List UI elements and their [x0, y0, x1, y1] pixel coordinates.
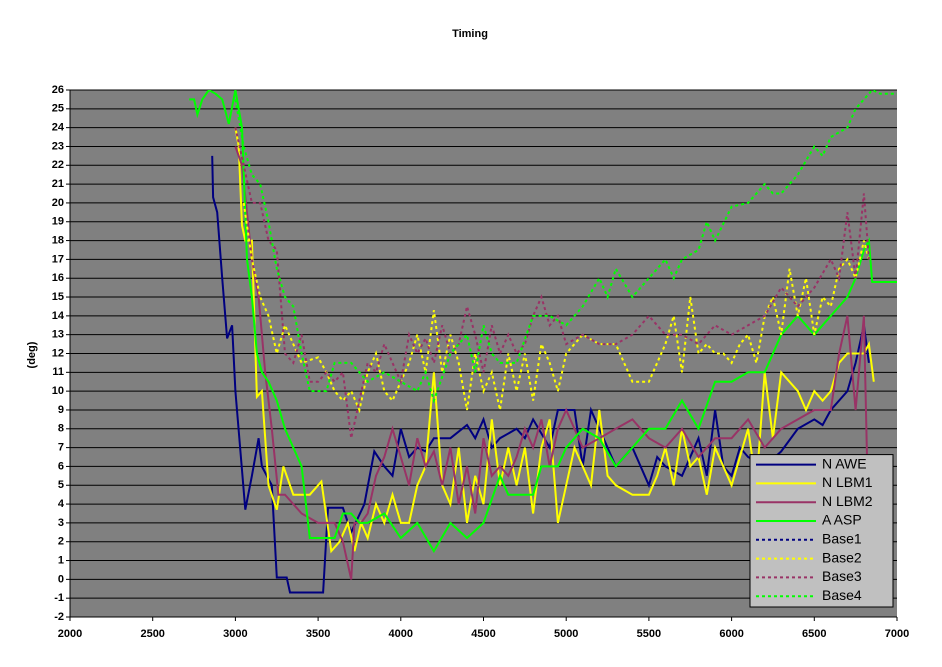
y-tick-label: 2: [58, 536, 64, 548]
y-tick-label: 24: [52, 122, 65, 134]
y-tick-label: 14: [52, 310, 65, 322]
y-tick-label: 16: [52, 272, 64, 284]
y-tick-label: 9: [58, 404, 64, 416]
y-tick-label: 1: [58, 554, 64, 566]
legend-text: Base1: [822, 531, 862, 547]
y-tick-label: -2: [54, 611, 64, 623]
legend-text: Base3: [822, 568, 862, 584]
y-tick-label: 11: [52, 366, 64, 378]
y-tick-label: 23: [52, 140, 64, 152]
x-tick-label: 2500: [140, 628, 164, 640]
x-tick-label: 4000: [389, 628, 413, 640]
series-line: [189, 90, 897, 554]
legend-text: N LBM1: [822, 474, 873, 490]
y-tick-label: -1: [54, 592, 64, 604]
legend-text: N AWE: [822, 455, 867, 471]
y-tick-label: 22: [52, 159, 64, 171]
y-tick-label: 13: [52, 329, 64, 341]
legend-box: [749, 454, 894, 608]
y-tick-label: 3: [58, 517, 64, 529]
legend-text: N LBM2: [822, 493, 873, 509]
y-tick-label: 4: [58, 498, 65, 510]
x-tick-label: 5000: [554, 628, 578, 640]
x-tick-label: 5500: [637, 628, 661, 640]
y-tick-label: 0: [58, 573, 64, 585]
x-tick-label: 3500: [306, 628, 330, 640]
chart-title: Timing: [452, 28, 488, 40]
legend-text: Base4: [822, 587, 862, 603]
series-line: [234, 90, 897, 404]
series-line: [234, 127, 875, 554]
series-line: [234, 127, 870, 439]
y-tick-label: 21: [52, 178, 64, 190]
y-tick-label: 12: [52, 347, 64, 359]
x-tick-label: 7000: [885, 628, 909, 640]
y-axis-label: (deg): [26, 341, 38, 368]
x-tick-label: 4500: [471, 628, 495, 640]
y-tick-label: 26: [52, 84, 64, 96]
series-group: [189, 90, 897, 594]
x-tick-label: 6000: [719, 628, 743, 640]
series-line: [234, 146, 869, 580]
y-tick-label: 10: [52, 385, 64, 397]
x-tick-label: 6500: [802, 628, 826, 640]
y-tick-label: 25: [52, 103, 64, 115]
y-tick-label: 7: [58, 442, 64, 454]
y-tick-label: 19: [52, 216, 64, 228]
y-tick-label: 6: [58, 460, 64, 472]
y-tick-label: 15: [52, 291, 64, 303]
y-tick-label: 18: [52, 234, 64, 246]
x-tick-label: 2000: [58, 628, 82, 640]
legend-text: Base2: [822, 549, 862, 565]
x-tick-label: 3000: [223, 628, 247, 640]
y-tick-label: 17: [52, 253, 64, 265]
legend-text: A ASP: [822, 512, 862, 528]
y-tick-label: 8: [58, 423, 64, 435]
series-line: [242, 202, 870, 414]
y-tick-label: 5: [58, 479, 64, 491]
y-tick-label: 20: [52, 197, 64, 209]
